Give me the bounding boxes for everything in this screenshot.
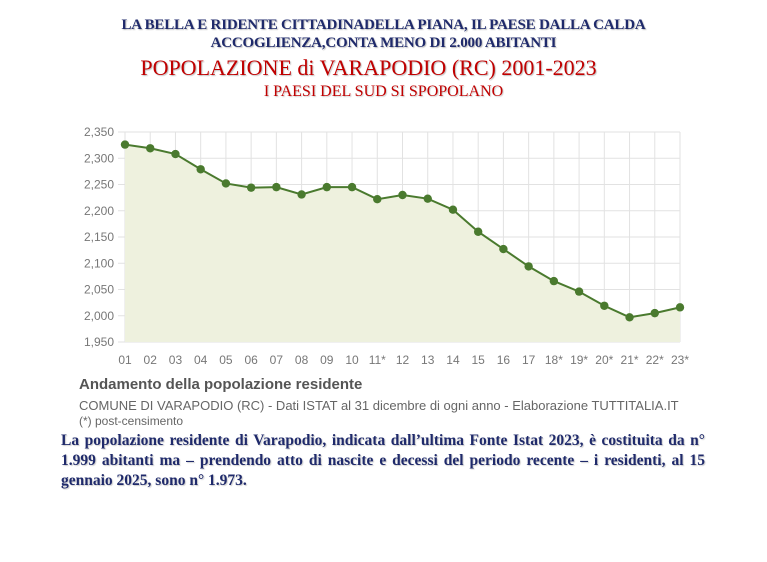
chart-caption-title: Andamento della popolazione residente xyxy=(79,376,363,393)
data-point xyxy=(625,313,634,322)
y-tick-label: 2,250 xyxy=(84,178,114,192)
data-point xyxy=(196,165,205,174)
y-tick-label: 2,050 xyxy=(84,283,114,297)
y-tick-label: 2,350 xyxy=(84,125,114,139)
data-point xyxy=(499,244,508,254)
description-paragraph: La popolazione residente di Varapodio, i… xyxy=(61,432,705,489)
data-point xyxy=(448,205,458,214)
data-point xyxy=(423,194,432,203)
population-chart: 2,350 2,300 2,250 2,200 2,150 2,100 2,050 2,000… xyxy=(84,125,689,367)
y-tick-label: 2,000 xyxy=(84,309,114,323)
x-tick-label: 18* xyxy=(545,353,563,367)
data-point xyxy=(549,276,559,286)
y-tick-label: 2,300 xyxy=(84,151,114,165)
x-tick-label: 14 xyxy=(446,353,460,367)
x-tick-label: 03 xyxy=(169,353,183,367)
y-tick-label: 1,950 xyxy=(84,335,114,349)
data-point xyxy=(272,182,281,192)
x-tick-label: 09 xyxy=(320,353,334,367)
header-line-2: ACCOGLIENZA,CONTA MENO DI 2.000 ABITANTI xyxy=(210,35,557,51)
x-tick-label: 12 xyxy=(396,353,410,367)
x-tick-label: 02 xyxy=(144,353,158,367)
x-tick-label: 17 xyxy=(522,353,536,367)
x-tick-label: 01 xyxy=(118,353,132,367)
x-tick-label: 21* xyxy=(621,353,639,367)
x-tick-label: 06 xyxy=(244,353,258,367)
y-tick-label: 2,200 xyxy=(84,204,114,218)
x-tick-label: 08 xyxy=(295,353,309,367)
page-subtitle: I PAESI DEL SUD SI SPOPOLANO xyxy=(263,83,504,100)
y-tick-label: 2,100 xyxy=(84,256,114,270)
population-area xyxy=(125,144,680,342)
x-tick-label: 11* xyxy=(369,353,386,367)
data-point xyxy=(600,301,609,310)
header-line-1: LA BELLA E RIDENTE CITTADINADELLA PIANA,… xyxy=(121,17,646,33)
data-point xyxy=(246,183,256,192)
x-tick-label: 13 xyxy=(421,353,435,367)
data-point xyxy=(574,287,584,296)
data-point xyxy=(146,144,155,153)
x-tick-label: 22* xyxy=(646,353,664,367)
x-tick-label: 04 xyxy=(194,353,208,367)
x-tick-label: 19* xyxy=(570,353,588,367)
x-tick-label: 20* xyxy=(595,353,613,367)
data-point xyxy=(120,140,130,149)
x-tick-label: 10 xyxy=(345,353,359,367)
data-point xyxy=(297,190,306,199)
x-tick-label: 23* xyxy=(671,353,689,367)
data-point xyxy=(171,149,180,159)
y-tick-label: 2,150 xyxy=(84,230,114,244)
chart-caption-note: (*) post-censimento xyxy=(79,414,184,428)
data-point xyxy=(473,227,483,236)
data-point xyxy=(221,179,231,188)
data-point xyxy=(650,308,659,318)
chart-caption-source: COMUNE DI VARAPODIO (RC) - Dati ISTAT al… xyxy=(79,398,679,413)
data-point xyxy=(373,195,382,204)
x-tick-label: 07 xyxy=(270,353,284,367)
x-tick-label: 16 xyxy=(497,353,511,367)
data-point xyxy=(322,182,332,192)
page-title: POPOLAZIONE di VARAPODIO (RC) 2001-2023 xyxy=(140,55,597,80)
data-point xyxy=(347,182,357,192)
x-tick-label: 15 xyxy=(472,353,486,367)
header-block: LA BELLA E RIDENTE CITTADINADELLA PIANA,… xyxy=(0,16,767,52)
data-point xyxy=(675,303,685,312)
data-point xyxy=(398,190,407,200)
data-point xyxy=(524,262,533,271)
x-tick-label: 05 xyxy=(219,353,233,367)
